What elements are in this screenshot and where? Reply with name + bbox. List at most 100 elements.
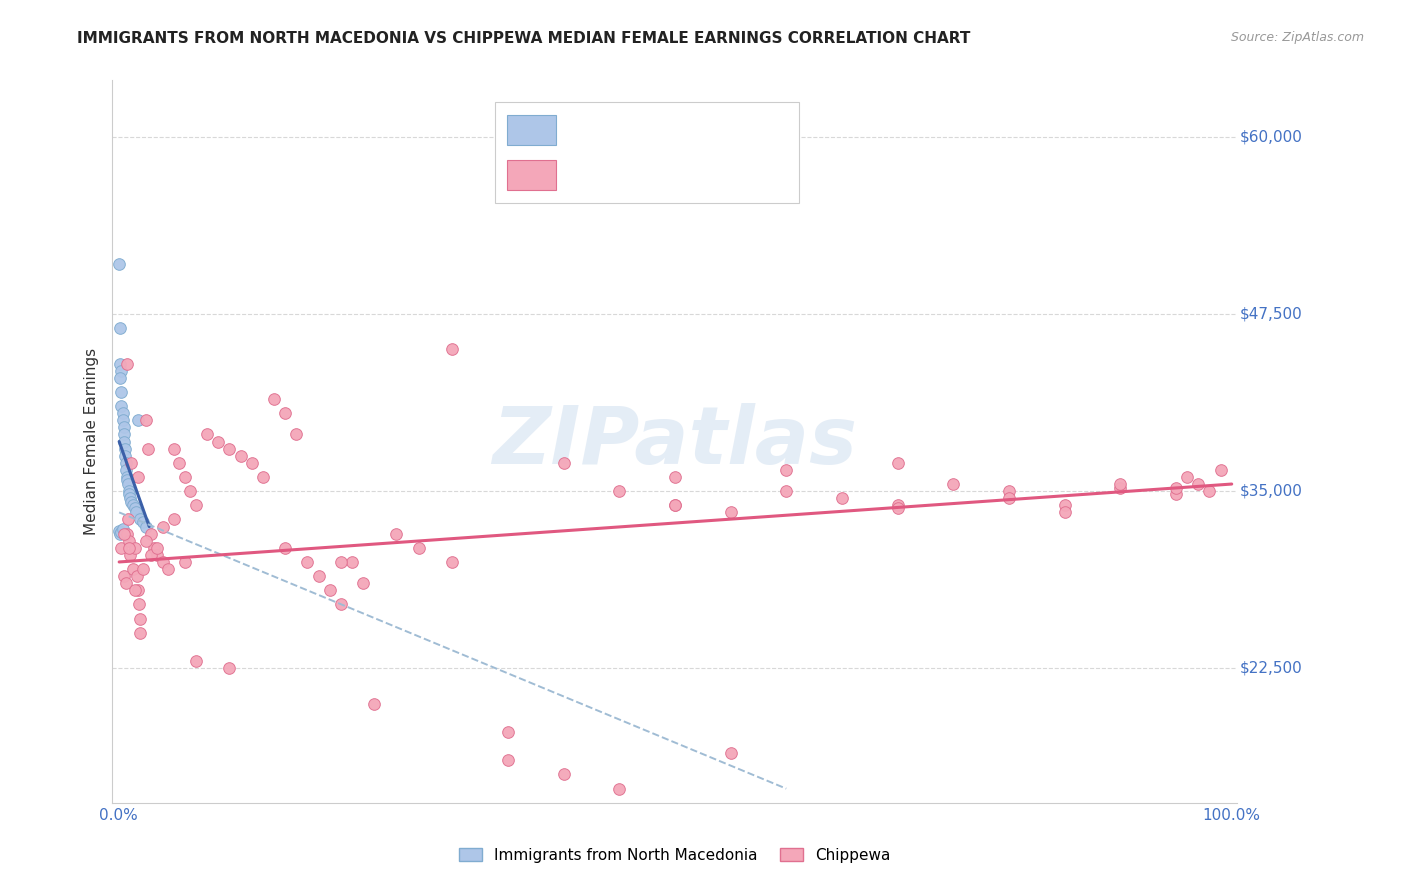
Point [127,470,149,484]
Point [184,654,207,668]
Text: $60,000: $60,000 [1240,129,1302,145]
Point [496,753,519,767]
Point [775,463,797,477]
Legend: Immigrants from North Macedonia, Chippewa: Immigrants from North Macedonia, Chippew… [454,843,896,867]
Point [1109,477,1132,491]
Point [131,562,153,576]
Point [142,541,165,555]
Point [120,548,142,562]
Point [121,498,143,512]
Point [111,413,134,427]
Point [115,463,138,477]
Point [112,526,135,541]
Text: $35,000: $35,000 [1240,483,1302,499]
Point [108,257,131,271]
Point [173,555,195,569]
Point [125,569,148,583]
Point [308,569,330,583]
Text: IMMIGRANTS FROM NORTH MACEDONIA VS CHIPPEWA MEDIAN FEMALE EARNINGS CORRELATION C: IMMIGRANTS FROM NORTH MACEDONIA VS CHIPP… [77,31,970,46]
Point [329,555,352,569]
Point [120,456,142,470]
Point [125,505,148,519]
Point [441,343,464,357]
Point [229,449,252,463]
Point [124,501,146,516]
Point [115,456,138,470]
Point [127,413,149,427]
Point [141,548,163,562]
Point [385,526,408,541]
Point [118,484,141,499]
Point [110,526,132,541]
Point [110,371,132,385]
Point [408,541,430,555]
Point [207,434,229,449]
Point [252,470,274,484]
Point [607,484,630,499]
Point [664,498,686,512]
Y-axis label: Median Female Earnings: Median Female Earnings [84,348,100,535]
Point [118,533,141,548]
Point [329,598,352,612]
Point [120,491,142,506]
Point [274,406,297,420]
Point [664,498,686,512]
Point [664,470,686,484]
Point [141,526,163,541]
Text: ZIPatlas: ZIPatlas [492,402,858,481]
Point [318,583,340,598]
Point [117,477,139,491]
Point [111,406,134,420]
Point [886,456,908,470]
Point [1198,484,1220,499]
Point [157,562,180,576]
Point [1164,487,1187,501]
Point [115,470,138,484]
Point [831,491,853,506]
Point [115,526,138,541]
Point [163,442,186,456]
Point [131,516,153,530]
Point [129,612,152,626]
Point [340,555,363,569]
Point [114,449,136,463]
Point [1187,477,1209,491]
Point [297,555,319,569]
Point [998,491,1021,506]
Point [112,427,135,442]
Point [152,519,174,533]
Point [115,576,138,591]
Point [124,541,146,555]
Point [352,576,374,591]
Point [553,456,575,470]
Point [1053,505,1076,519]
Point [169,456,191,470]
Point [886,501,908,516]
Point [240,456,263,470]
Point [124,583,146,598]
Point [285,427,308,442]
Point [110,525,132,540]
Point [263,392,285,406]
Point [110,357,132,371]
Point [218,442,240,456]
Point [274,541,297,555]
Point [112,434,135,449]
Point [118,487,141,501]
Point [720,505,742,519]
Point [179,484,201,499]
Point [163,512,186,526]
Point [110,399,132,413]
Text: $22,500: $22,500 [1240,661,1302,676]
Point [998,484,1021,499]
Point [173,470,195,484]
Point [942,477,965,491]
Point [129,625,152,640]
Point [146,541,169,555]
Point [112,569,135,583]
Point [117,512,139,526]
Point [146,548,169,562]
Point [135,533,157,548]
Point [110,384,132,399]
Point [135,519,157,533]
